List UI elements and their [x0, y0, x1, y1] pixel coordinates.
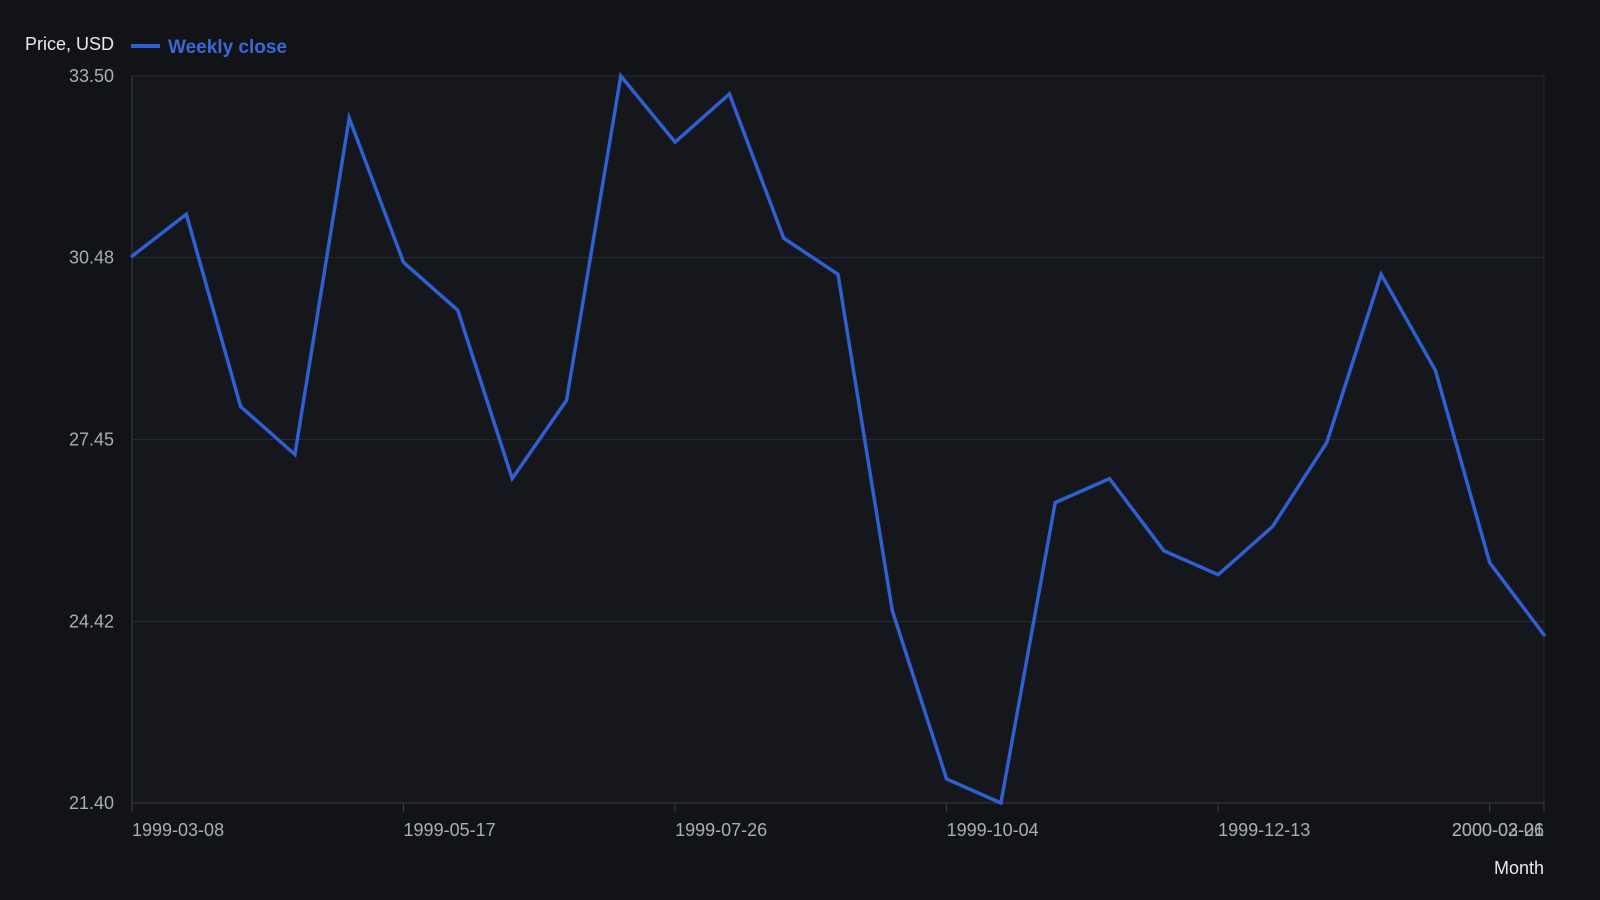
x-axis-title: Month — [1494, 858, 1544, 878]
series-layer — [130, 71, 1546, 806]
x-tick-label: 2000-03-06 — [1452, 820, 1544, 840]
y-tick-label: 30.48 — [69, 247, 114, 267]
legend: Weekly close — [131, 37, 287, 58]
series-line-weekly-close — [130, 71, 1546, 806]
y-tick-label: 27.45 — [69, 430, 114, 450]
y-axis-title: Price, USD — [25, 34, 114, 54]
y-tick-label: 24.42 — [69, 612, 114, 632]
axis-layer: 33.50 30.48 27.45 24.42 21.40 1999-03-08 1999-… — [69, 66, 1545, 840]
x-tick-label: 2000-02-21 — [1452, 820, 1544, 840]
y-tick-label: 21.40 — [69, 793, 114, 813]
x-tick-label: 1999-03-08 — [132, 820, 224, 840]
x-tick-label: 1999-12-13 — [1218, 820, 1310, 840]
x-tick-label: 1999-05-17 — [404, 820, 496, 840]
y-tick-label: 33.50 — [69, 66, 114, 86]
x-tick-label: 1999-10-04 — [947, 820, 1039, 840]
x-tick-label: 1999-07-26 — [675, 820, 767, 840]
legend-label: Weekly close — [168, 37, 287, 58]
grid-layer — [131, 75, 1545, 804]
